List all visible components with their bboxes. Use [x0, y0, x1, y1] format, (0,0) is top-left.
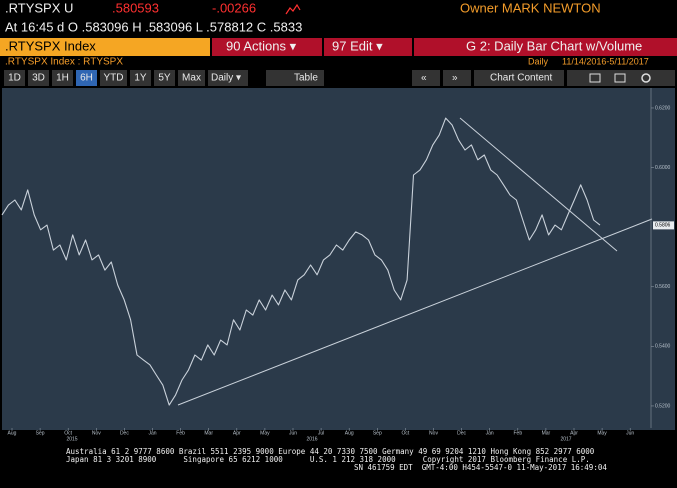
x-tick-label: Sep [36, 430, 45, 436]
y-tick-label: 0.5600 [655, 284, 671, 290]
trend-icon [285, 3, 301, 15]
x-tick-label: Oct [64, 430, 72, 436]
range-label[interactable]: YTD [104, 73, 124, 84]
range-button[interactable] [100, 70, 127, 86]
y-tick-label: 0.5400 [655, 344, 671, 350]
x-tick-label: May [597, 430, 607, 436]
price-line [1, 117, 601, 406]
edit-button[interactable] [324, 38, 412, 56]
x-tick-label: Feb [176, 430, 185, 436]
icon[interactable] [589, 73, 601, 83]
icon-bar [567, 70, 675, 86]
range-label[interactable]: 1H [56, 73, 69, 84]
forward[interactable]: » [452, 73, 458, 84]
y-tick-label: 0.6200 [655, 105, 671, 111]
chart-content-button[interactable] [474, 70, 564, 86]
footer-line: SN 461759 EDT GMT-4:00 H454-5547-0 11-Ma… [354, 463, 607, 472]
x-tick-label: Sep [373, 430, 382, 436]
forward-button[interactable] [443, 70, 471, 86]
y-tick-label: 0.5200 [655, 403, 671, 409]
quote: At 16:45 d O .583096 H .583096 L .578812… [5, 19, 302, 34]
view-bar [414, 38, 677, 56]
x-tick-label: Dec [457, 430, 466, 436]
x-tick-label: May [260, 430, 270, 436]
range-button[interactable] [178, 70, 205, 86]
x-tick-label: Oct [402, 430, 410, 436]
table-button[interactable] [266, 70, 324, 86]
back[interactable]: « [421, 73, 427, 84]
range-label[interactable]: 1Y [134, 73, 147, 84]
x-tick-label: Jun [289, 430, 297, 436]
x-tick-label: Mar [542, 430, 551, 436]
range-button[interactable] [28, 70, 49, 86]
range-button[interactable] [130, 70, 151, 86]
range-label[interactable]: 1D [8, 73, 21, 84]
x-tick-label: Jun [626, 430, 634, 436]
gear-icon[interactable] [641, 73, 651, 83]
range-label[interactable]: 3D [32, 73, 45, 84]
y-tick-label: 0.6000 [655, 165, 671, 171]
range-label[interactable]: Max [182, 73, 201, 84]
range-button[interactable] [76, 70, 97, 86]
year-label: 2015 [66, 436, 77, 442]
sub-security: .RTYSPX Index : RTYSPX [5, 57, 123, 68]
edit[interactable]: 97 Edit ▾ [332, 38, 383, 53]
x-tick-label: Aug [345, 430, 354, 436]
x-tick-label: Jan [486, 430, 494, 436]
chart-content[interactable]: Chart Content [490, 73, 552, 84]
range-button[interactable] [154, 70, 175, 86]
last-value: 0.5806 [655, 223, 671, 229]
actions[interactable]: 90 Actions ▾ [226, 38, 297, 53]
ticker: .RTYSPX U [5, 0, 73, 15]
last-price: .580593 [112, 0, 159, 15]
table[interactable]: Table [294, 73, 318, 84]
last-value-box [653, 221, 674, 230]
period: Daily [528, 56, 549, 66]
x-tick-label: Feb [513, 430, 522, 436]
footer-line: Australia 61 2 9777 8600 Brazil 5511 239… [66, 447, 595, 456]
chart-panel [2, 88, 675, 430]
back-button[interactable] [412, 70, 440, 86]
year-label: 2016 [306, 436, 317, 442]
resistance-trendline [459, 117, 618, 252]
x-tick-label: Nov [429, 430, 438, 436]
range-label[interactable]: 5Y [158, 73, 171, 84]
frequency[interactable]: Daily ▾ [211, 73, 241, 84]
x-tick-label: Apr [233, 430, 241, 436]
footer-line: Japan 81 3 3201 8900 Singapore 65 6212 1… [66, 455, 590, 464]
year-label: 2017 [560, 436, 571, 442]
view: G 2: Daily Bar Chart w/Volume [466, 38, 642, 53]
support-trendline [177, 218, 653, 406]
actions-button[interactable] [212, 38, 322, 56]
x-tick-label: Jan [148, 430, 156, 436]
x-tick-label: Mar [204, 430, 213, 436]
frequency-button[interactable] [208, 70, 248, 86]
owner: Owner MARK NEWTON [460, 0, 601, 15]
icon[interactable] [614, 73, 626, 83]
security: .RTYSPX Index [5, 38, 96, 53]
range-label[interactable]: 6H [80, 73, 93, 84]
range: 11/14/2016-5/11/2017 [562, 56, 649, 66]
x-tick-label: Aug [8, 430, 17, 436]
x-tick-label: Jul [318, 430, 324, 436]
x-tick-label: Nov [92, 430, 101, 436]
x-tick-label: Dec [120, 430, 129, 436]
security-bar [0, 38, 210, 56]
range-button[interactable] [4, 70, 25, 86]
x-tick-label: Apr [570, 430, 578, 436]
range-button[interactable] [52, 70, 73, 86]
change: -.00266 [212, 0, 256, 15]
